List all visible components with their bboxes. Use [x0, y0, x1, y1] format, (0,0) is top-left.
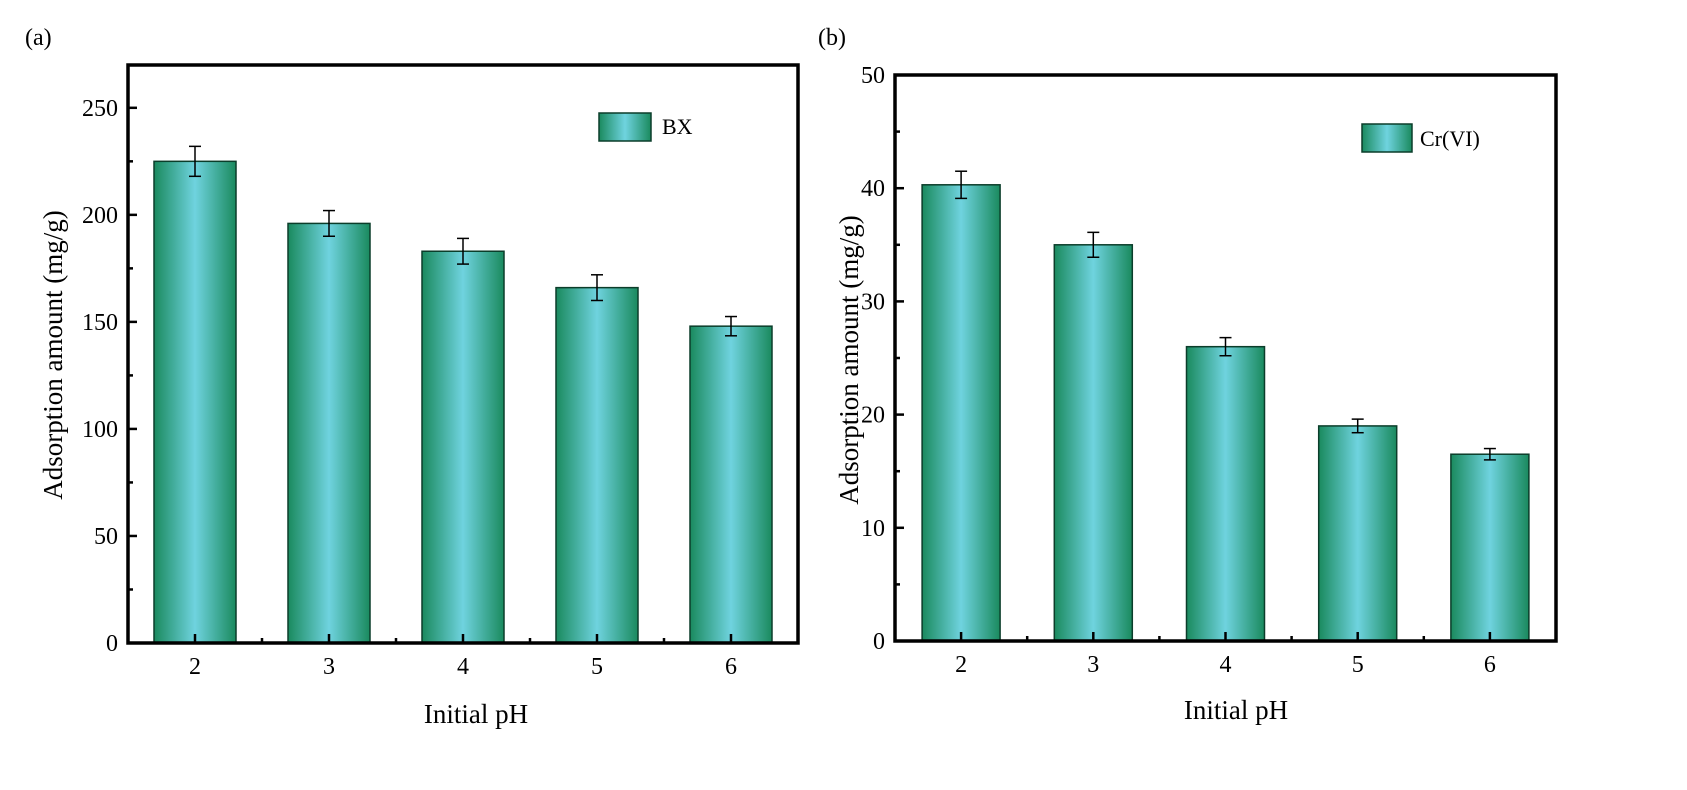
- y-tick-label: 150: [82, 310, 118, 336]
- bar: [287, 222, 371, 644]
- x-tick-label: 3: [1087, 652, 1099, 678]
- bar: [153, 160, 237, 644]
- panel-a-y-axis-title: Adsorption amount (mg/g): [38, 210, 68, 499]
- panel-b-label: (b): [818, 25, 846, 51]
- x-tick-label: 2: [189, 654, 201, 680]
- panel-a-x-axis-title: Initial pH: [424, 699, 528, 729]
- bar: [1317, 425, 1398, 642]
- bar: [689, 325, 773, 644]
- y-tick-label: 100: [82, 417, 118, 443]
- panel-a-label: (a): [25, 25, 52, 51]
- x-tick-label: 4: [457, 654, 469, 680]
- y-tick-label: 30: [861, 289, 885, 315]
- bar: [1185, 345, 1266, 642]
- x-tick-label: 6: [725, 654, 737, 680]
- panel-b: (b) Adsorption amount (mg/g) Initial pH …: [818, 25, 1558, 725]
- x-tick-label: 5: [1352, 652, 1364, 678]
- legend-swatch: [598, 112, 652, 142]
- y-tick-label: 200: [82, 203, 118, 229]
- legend-label: Cr(VI): [1420, 126, 1480, 151]
- x-tick-label: 4: [1220, 652, 1232, 678]
- y-tick-label: 10: [861, 516, 885, 542]
- panel-b-x-axis-title: Initial pH: [1184, 695, 1288, 725]
- y-tick-label: 20: [861, 403, 885, 429]
- panel-a: (a) Adsorption amount (mg/g) Initial pH …: [25, 25, 800, 729]
- bar: [1053, 244, 1134, 642]
- bar: [921, 184, 1001, 642]
- x-tick-label: 5: [591, 654, 603, 680]
- bar: [555, 286, 639, 644]
- y-tick-label: 0: [106, 631, 118, 657]
- legend-swatch: [1361, 123, 1413, 153]
- y-tick-label: 50: [94, 524, 118, 550]
- y-tick-label: 50: [861, 63, 885, 89]
- legend-label: BX: [662, 114, 693, 139]
- x-tick-label: 3: [323, 654, 335, 680]
- panel-b-y-axis-title: Adsorption amount (mg/g): [834, 215, 864, 504]
- x-tick-label: 6: [1484, 652, 1496, 678]
- panel-a-plot-area: 0 50 100 150 200 250 2 3 4 5 6 BX: [82, 63, 800, 680]
- y-tick-label: 40: [861, 176, 885, 202]
- bar: [1450, 453, 1530, 642]
- panel-b-plot-area: 0 10 20 30 40 50 2 3 4 5 6 Cr(VI): [861, 63, 1558, 678]
- y-tick-label: 0: [873, 629, 885, 655]
- x-tick-label: 2: [955, 652, 967, 678]
- y-tick-label: 250: [82, 96, 118, 122]
- bar: [421, 250, 505, 644]
